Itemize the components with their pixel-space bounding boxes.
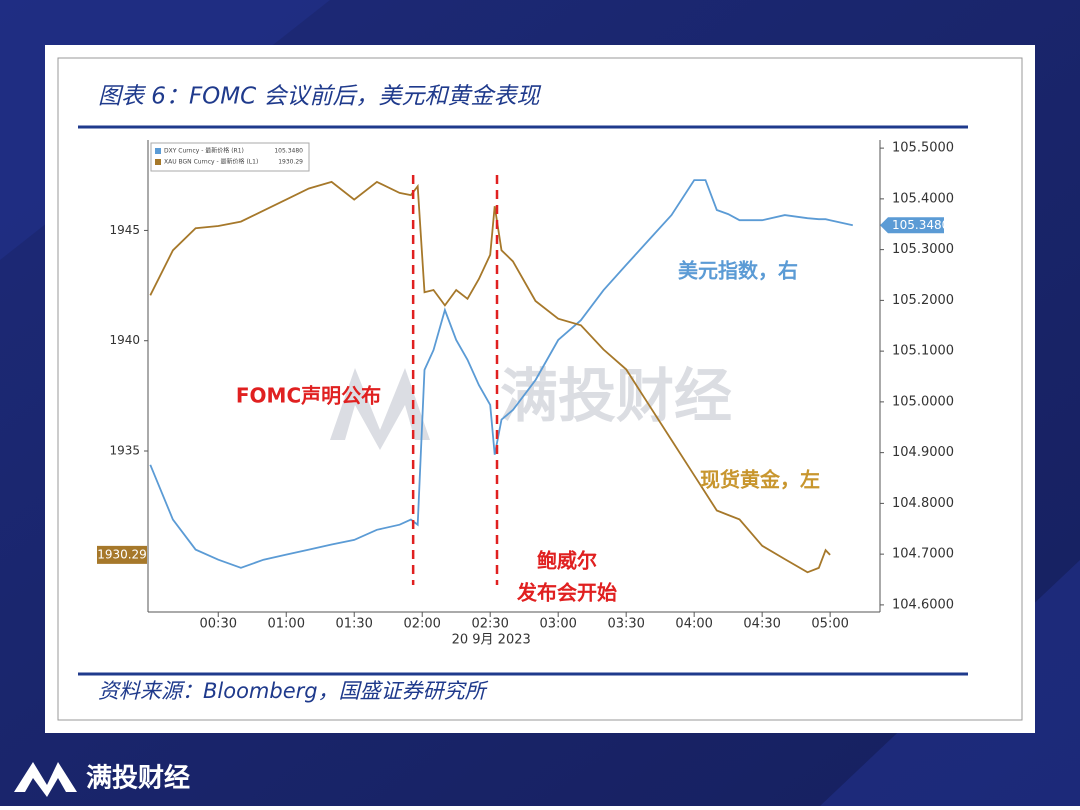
series-annotation: 美元指数，右	[678, 259, 798, 283]
legend-label: XAU BGN Curncy - 最新价格 (L1)	[164, 158, 258, 166]
event-label: 发布会开始	[516, 581, 617, 605]
event-label: FOMC声明公布	[236, 384, 381, 408]
x-tick-label: 04:30	[743, 617, 780, 632]
last-tag-label: 1930.29	[97, 547, 147, 561]
source: 资料来源：Bloomberg，国盛证券研究所	[98, 679, 489, 703]
x-tick-label: 01:00	[268, 617, 305, 632]
y2-tick-label: 105.1000	[892, 344, 954, 359]
x-tick-label: 03:00	[539, 617, 576, 632]
legend-value: 105.3480	[274, 148, 303, 155]
y-tick-label: 1935	[109, 443, 140, 457]
legend-swatch	[155, 148, 161, 154]
y2-tick-label: 104.8000	[892, 496, 954, 511]
y2-tick-label: 104.9000	[892, 445, 954, 460]
x-tick-label: 04:00	[675, 617, 712, 632]
y-tick-label: 1945	[109, 223, 140, 237]
watermark: 满投财经	[500, 362, 732, 430]
x-tick-label: 02:30	[471, 617, 508, 632]
last-tag	[97, 545, 147, 564]
x-tick-label: 02:00	[403, 617, 440, 632]
y2-tick-label: 104.7000	[892, 547, 954, 562]
series-line	[149, 180, 831, 574]
y2-tick-label: 105.5000	[892, 141, 954, 156]
event-label: 鲍威尔	[537, 549, 597, 573]
legend-value: 1930.29	[278, 159, 303, 166]
legend-label: DXY Curncy - 最新价格 (R1)	[164, 147, 244, 155]
y-tick-label: 1940	[109, 333, 140, 347]
last-tag	[880, 217, 944, 234]
brand-logo	[14, 762, 77, 797]
x-tick-label: 05:00	[811, 617, 848, 632]
y2-tick-label: 105.3000	[892, 242, 954, 257]
x-tick-label: 01:30	[335, 617, 372, 632]
y2-tick-label: 105.2000	[892, 293, 954, 308]
y2-tick-label: 105.0000	[892, 394, 954, 409]
brand: 满投财经	[86, 763, 190, 794]
series-annotation: 现货黄金，左	[700, 468, 820, 492]
y2-tick-label: 105.4000	[892, 191, 954, 206]
x-tick-label: 00:30	[200, 617, 237, 632]
watermark-logo	[330, 368, 430, 450]
y2-tick-label: 104.6000	[892, 597, 954, 612]
x-tick-label: 03:30	[607, 617, 644, 632]
x-axis-label: 20 9月 2023	[452, 633, 531, 648]
legend-box	[150, 142, 310, 172]
card-border	[57, 57, 1023, 721]
chart-title: 图表 6：FOMC 会议前后，美元和黄金表现	[98, 84, 541, 110]
legend-swatch	[155, 159, 161, 165]
last-tag-label: 105.3480	[892, 218, 949, 232]
series-line	[149, 179, 853, 569]
